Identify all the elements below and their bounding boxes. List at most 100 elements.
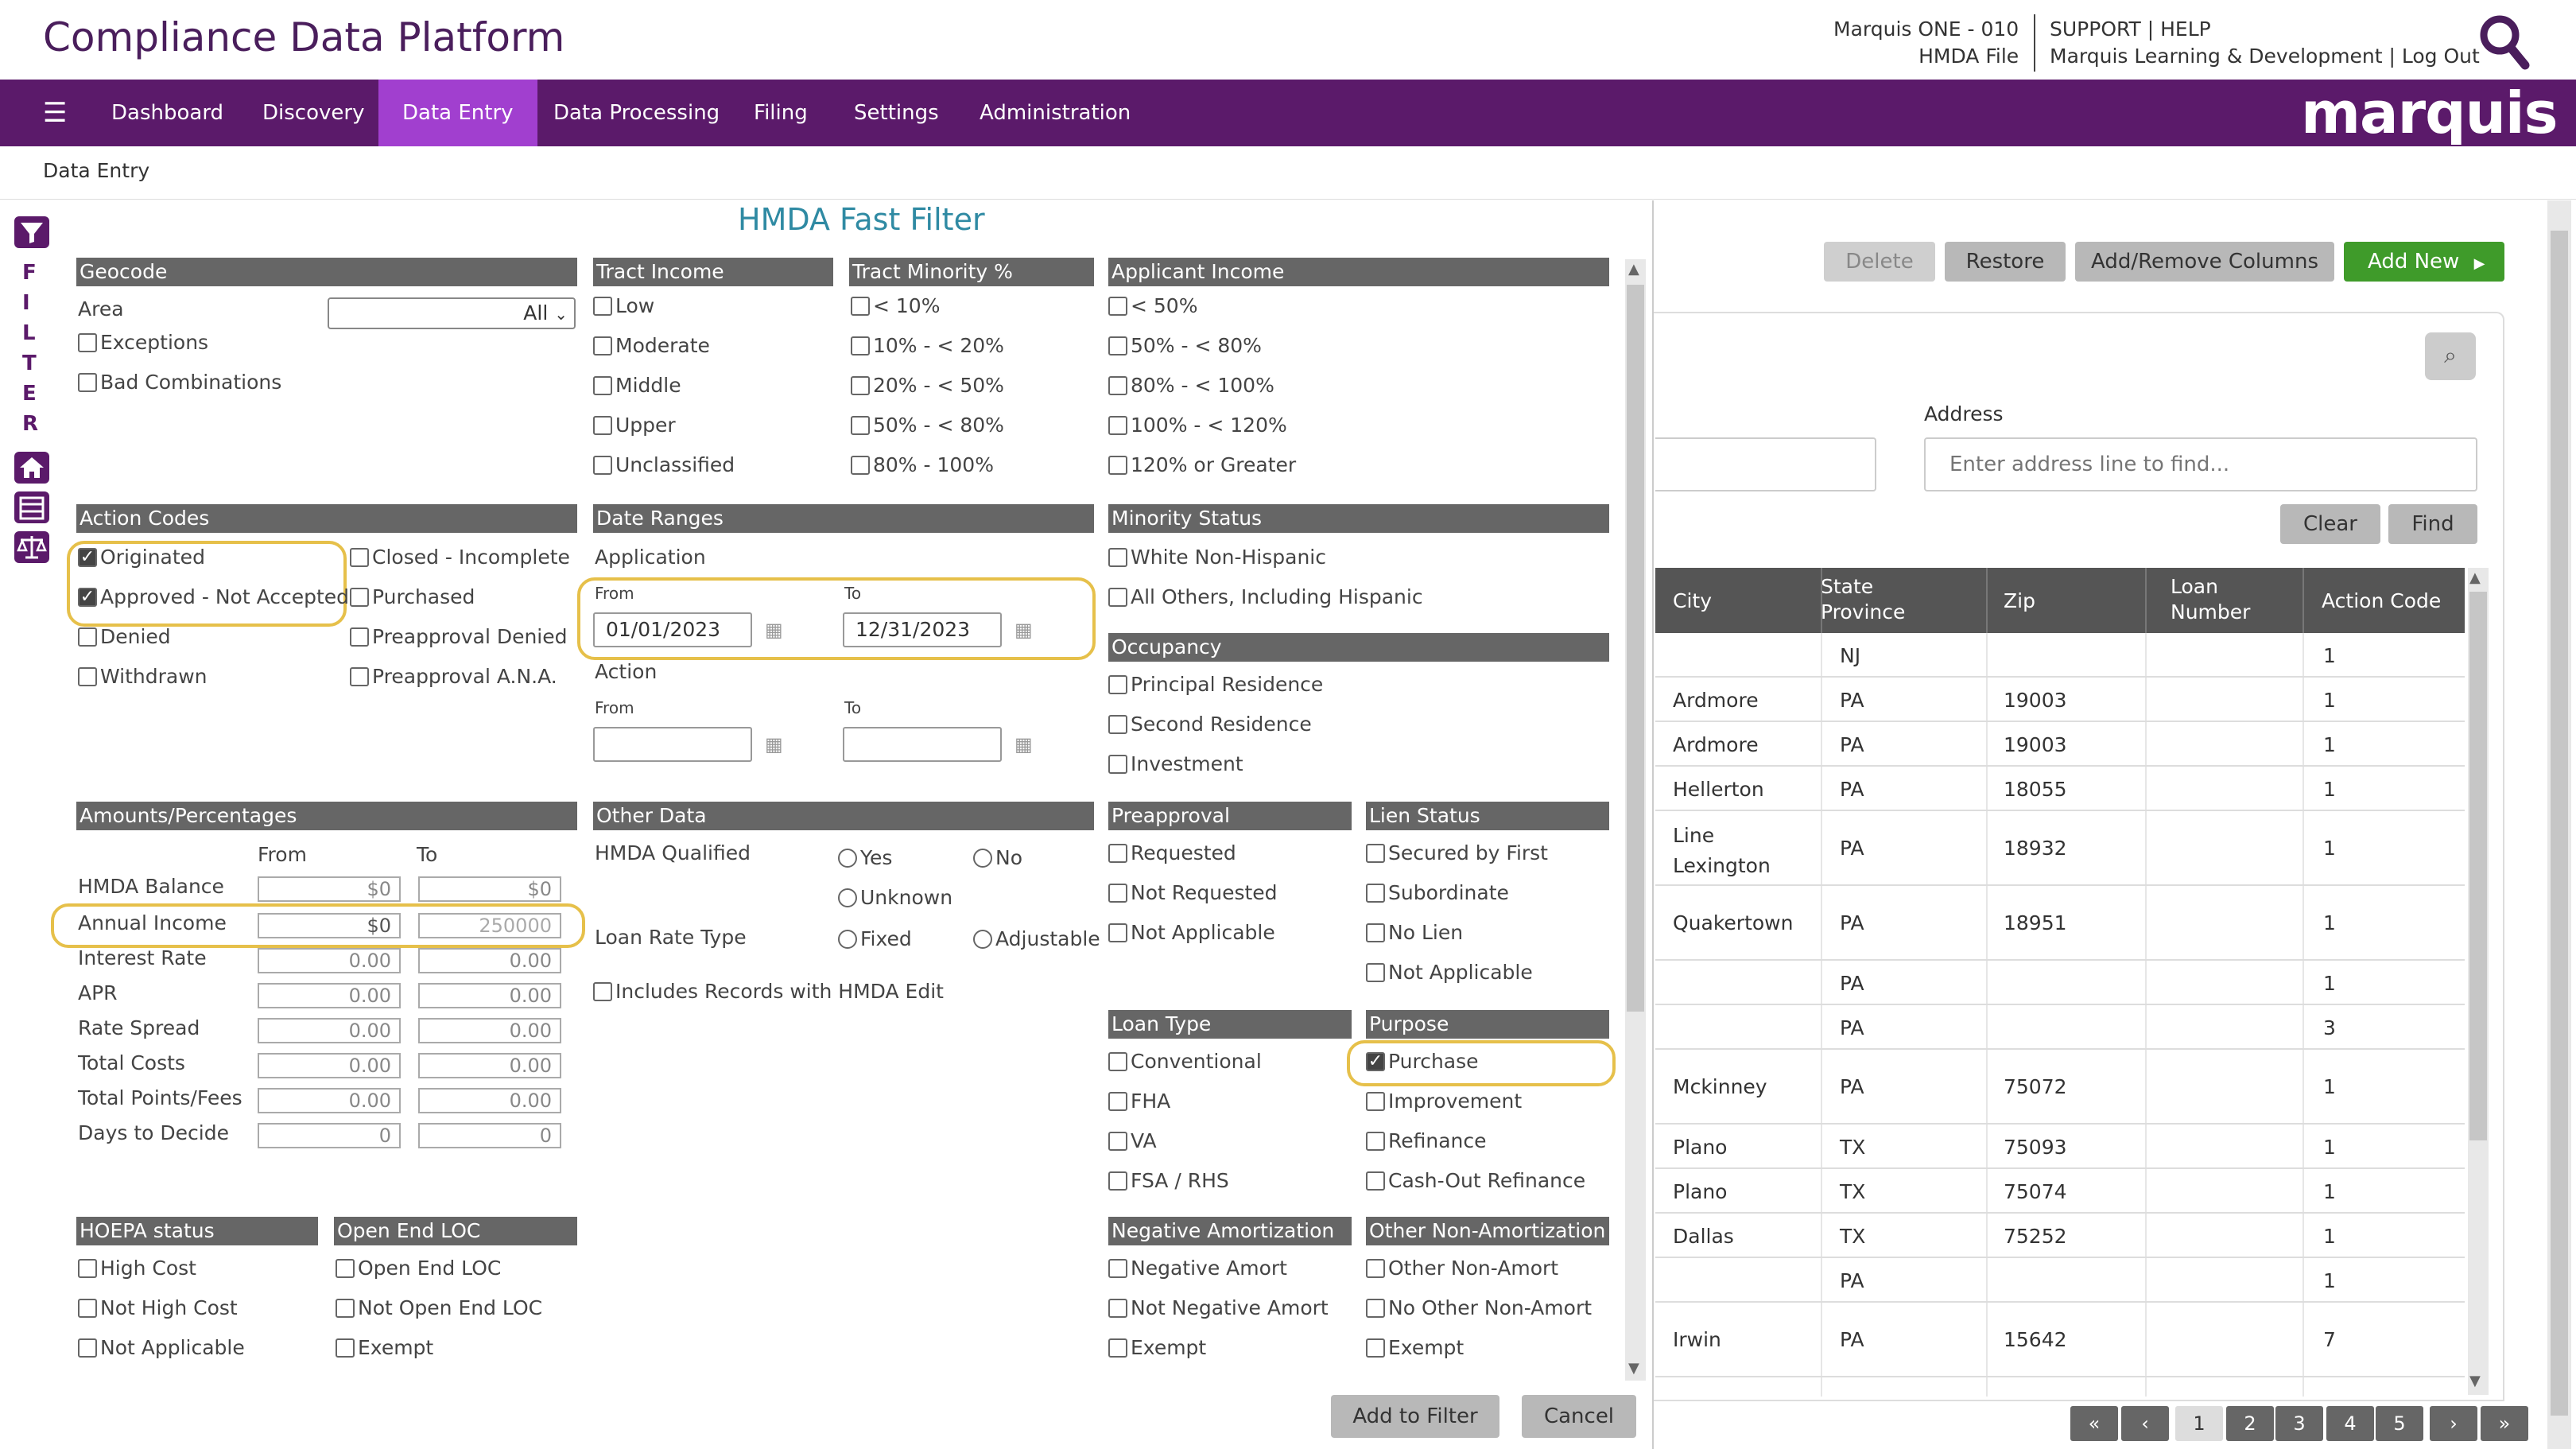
checkbox[interactable] bbox=[1366, 1338, 1385, 1358]
occupancy-option[interactable]: Principal Residence bbox=[1108, 673, 1323, 696]
nav-data-processing[interactable]: Data Processing bbox=[553, 101, 720, 125]
checkbox[interactable] bbox=[1108, 336, 1127, 355]
preapproval-option[interactable]: Not Applicable bbox=[1108, 921, 1275, 944]
checkbox[interactable] bbox=[1108, 1091, 1127, 1111]
filter-icon[interactable] bbox=[14, 216, 49, 256]
table-row[interactable]: Hellerton PA 18055 1 bbox=[1655, 767, 2465, 811]
purpose-purchase[interactable]: Purchase bbox=[1366, 1050, 1479, 1073]
checkbox[interactable] bbox=[1108, 883, 1127, 903]
scroll-up-icon[interactable]: ▲ bbox=[2469, 569, 2481, 586]
menu-icon[interactable]: ☰ bbox=[43, 97, 68, 129]
tract-minority-option[interactable]: 80% - 100% bbox=[851, 453, 994, 476]
page-4-button[interactable]: 4 bbox=[2326, 1406, 2374, 1441]
table-row[interactable]: Plano TX 75074 1 bbox=[1655, 1169, 2465, 1214]
address-input[interactable] bbox=[1924, 437, 2477, 491]
action-from-input[interactable] bbox=[593, 727, 752, 762]
table-row[interactable]: NJ 1 bbox=[1655, 633, 2465, 678]
checkbox[interactable] bbox=[1108, 1258, 1127, 1278]
other-non-amort-option[interactable]: Other Non-Amort bbox=[1366, 1257, 1558, 1280]
first-page-button[interactable]: « bbox=[2070, 1406, 2118, 1441]
col-loan-number[interactable]: Loan Number bbox=[2171, 575, 2251, 623]
amount-from-input[interactable]: 0.00 bbox=[258, 983, 401, 1008]
next-page-button[interactable]: › bbox=[2430, 1406, 2477, 1441]
header-links[interactable]: SUPPORT | HELP Marquis Learning & Develo… bbox=[2050, 16, 2480, 70]
includes-edit-option[interactable]: Includes Records with HMDA Edit bbox=[593, 980, 944, 1003]
bad-combinations-option[interactable]: Bad Combinations bbox=[78, 371, 281, 394]
amount-from-input[interactable]: 0.00 bbox=[258, 1018, 401, 1043]
radio[interactable] bbox=[838, 929, 857, 949]
other-non-amort-option[interactable]: Exempt bbox=[1366, 1336, 1464, 1359]
checkbox[interactable] bbox=[1366, 1258, 1385, 1278]
radio[interactable] bbox=[838, 848, 857, 868]
radio[interactable] bbox=[973, 848, 992, 868]
amount-to-input[interactable]: 0 bbox=[418, 1123, 561, 1148]
checkbox[interactable] bbox=[78, 1258, 97, 1278]
checkbox[interactable] bbox=[1108, 1298, 1127, 1318]
checkbox[interactable] bbox=[1366, 1171, 1385, 1191]
tract-income-moderate[interactable]: Moderate bbox=[593, 334, 710, 357]
neg-amort-option[interactable]: Not Negative Amort bbox=[1108, 1296, 1329, 1319]
table-scroll-thumb[interactable] bbox=[2469, 592, 2487, 1140]
amount-from-input[interactable]: 0.00 bbox=[258, 1088, 401, 1113]
filter-scroll-thumb[interactable] bbox=[1627, 285, 1644, 1012]
table-row[interactable]: Irwin PA 15642 7 bbox=[1655, 1303, 2465, 1377]
loan-type-option[interactable]: Conventional bbox=[1108, 1050, 1262, 1073]
page-1-button[interactable]: 1 bbox=[2175, 1406, 2223, 1441]
unknown-radio[interactable]: Unknown bbox=[838, 886, 952, 909]
other-non-amort-option[interactable]: No Other Non-Amort bbox=[1366, 1296, 1592, 1319]
tract-minority-option[interactable]: 20% - < 50% bbox=[851, 374, 1004, 397]
checkbox[interactable] bbox=[1108, 587, 1127, 607]
purpose-option[interactable]: Cash-Out Refinance bbox=[1366, 1169, 1585, 1192]
restore-button[interactable]: Restore bbox=[1945, 242, 2066, 282]
building-icon[interactable] bbox=[14, 491, 49, 531]
page-5-button[interactable]: 5 bbox=[2376, 1406, 2423, 1441]
lien-option[interactable]: Secured by First bbox=[1366, 841, 1548, 864]
checkbox[interactable] bbox=[1108, 1338, 1127, 1358]
closed-incomplete-option[interactable]: Closed - Incomplete bbox=[350, 546, 570, 569]
page-scroll-thumb[interactable] bbox=[2551, 231, 2568, 1416]
preapproval-option[interactable]: Requested bbox=[1108, 841, 1236, 864]
lien-option[interactable]: Subordinate bbox=[1366, 881, 1509, 904]
applicant-income-option[interactable]: 120% or Greater bbox=[1108, 453, 1296, 476]
radio[interactable] bbox=[973, 929, 992, 949]
no-radio[interactable]: No bbox=[973, 846, 1022, 869]
neg-amort-option[interactable]: Exempt bbox=[1108, 1336, 1206, 1359]
calendar-icon[interactable]: ▦ bbox=[1014, 733, 1033, 756]
checkbox[interactable] bbox=[593, 296, 612, 316]
table-row[interactable]: Mckinney PA 75072 1 bbox=[1655, 1050, 2465, 1125]
yes-radio[interactable]: Yes bbox=[838, 846, 892, 869]
checkbox[interactable] bbox=[78, 1338, 97, 1358]
loan-type-option[interactable]: VA bbox=[1108, 1129, 1157, 1152]
application-from-input[interactable]: 01/01/2023 bbox=[593, 612, 752, 647]
amount-to-input[interactable]: $0 bbox=[418, 876, 561, 902]
table-row[interactable]: Dallas TX 75252 1 bbox=[1655, 1214, 2465, 1258]
applicant-income-option[interactable]: < 50% bbox=[1108, 294, 1197, 317]
checkbox[interactable] bbox=[593, 981, 612, 1001]
open-end-option[interactable]: Not Open End LOC bbox=[336, 1296, 542, 1319]
table-row[interactable]: PA 1 bbox=[1655, 1258, 2465, 1303]
checkbox[interactable] bbox=[1108, 923, 1127, 942]
search-toggle-icon[interactable]: ⌕ bbox=[2425, 332, 2476, 380]
application-to-input[interactable]: 12/31/2023 bbox=[843, 612, 1002, 647]
col-state[interactable]: State Province bbox=[1821, 575, 1906, 623]
amount-from-input[interactable]: 0 bbox=[258, 1123, 401, 1148]
withdrawn-option[interactable]: Withdrawn bbox=[78, 665, 208, 688]
checkbox[interactable] bbox=[78, 1298, 97, 1318]
calendar-icon[interactable]: ▦ bbox=[765, 619, 783, 641]
tract-income-unclassified[interactable]: Unclassified bbox=[593, 453, 735, 476]
checkbox-checked[interactable] bbox=[1366, 1051, 1385, 1071]
originated-option[interactable]: Originated bbox=[78, 546, 205, 569]
open-end-option[interactable]: Exempt bbox=[336, 1336, 433, 1359]
amount-from-input[interactable]: $0 bbox=[258, 876, 401, 902]
table-row[interactable]: Plano TX 75093 1 bbox=[1655, 1125, 2465, 1169]
checkbox[interactable] bbox=[350, 587, 369, 607]
add-new-button[interactable]: Add New ▶ bbox=[2344, 242, 2504, 282]
nav-data-entry[interactable]: Data Entry bbox=[378, 80, 537, 146]
preapproval-ana-option[interactable]: Preapproval A.N.A. bbox=[350, 665, 557, 688]
amount-to-input[interactable]: 250000 bbox=[418, 913, 561, 938]
checkbox[interactable] bbox=[1366, 883, 1385, 903]
area-select[interactable]: All ⌄ bbox=[328, 297, 576, 329]
amount-to-input[interactable]: 0.00 bbox=[418, 1053, 561, 1078]
exceptions-option[interactable]: Exceptions bbox=[78, 331, 208, 354]
checkbox[interactable] bbox=[1108, 375, 1127, 395]
